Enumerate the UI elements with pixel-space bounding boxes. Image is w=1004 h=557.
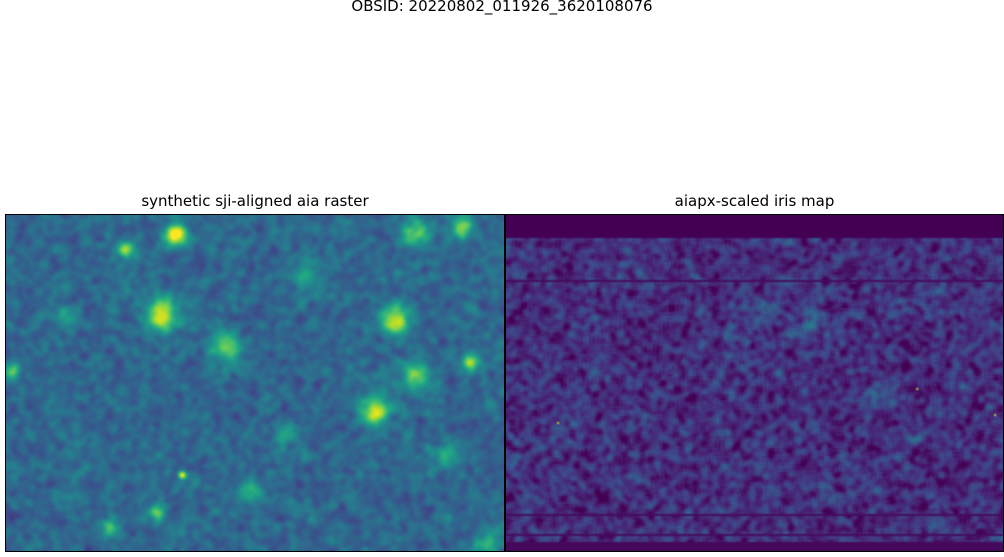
right-heatmap-image <box>505 214 1004 552</box>
right-heatmap-panel <box>505 214 1004 552</box>
figure-title: OBSID: 20220802_011926_3620108076 <box>351 0 653 15</box>
left-panel-title: synthetic sji-aligned aia raster <box>141 192 369 210</box>
left-heatmap-panel <box>5 214 505 552</box>
right-panel-title: aiapx-scaled iris map <box>674 192 835 210</box>
left-heatmap-image <box>5 214 505 552</box>
